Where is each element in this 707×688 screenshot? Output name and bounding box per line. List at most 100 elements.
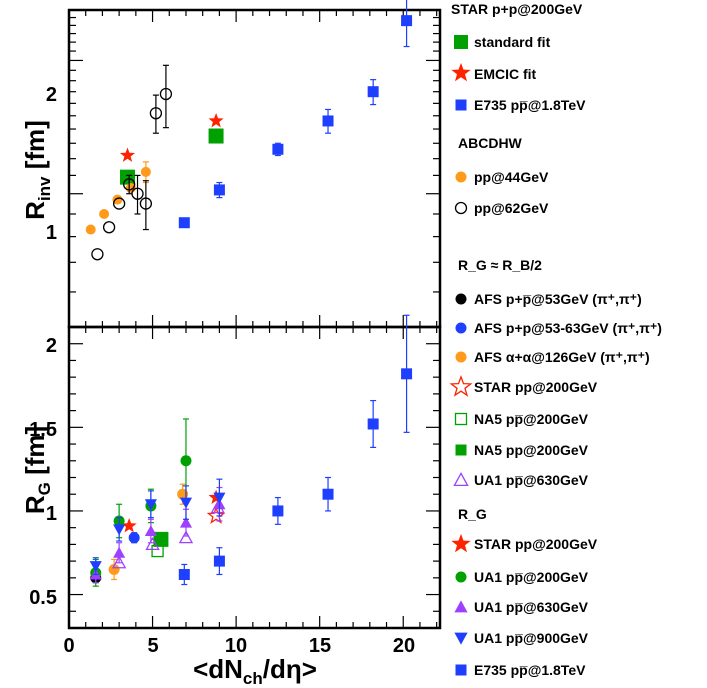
legend-na5-filled: NA5 pp@200GeV <box>474 442 589 458</box>
bottom-ylabel-tail: [fm] <box>20 426 50 482</box>
point-bottom-s10-p3 <box>179 497 193 509</box>
lm-afs5363-shape <box>455 322 467 334</box>
lm-pp44-shape <box>455 171 467 183</box>
legend-ua1-open: UA1 pp̅@630GeV <box>474 472 589 488</box>
point-bottom-s5-p0 <box>153 531 169 547</box>
legend-marker-na5-filled <box>455 444 467 456</box>
top-ylabel-sub: inv <box>35 176 54 201</box>
lm-standard-shape <box>454 35 468 49</box>
top-ylabel-tail: [fm] <box>20 120 50 176</box>
top-ytick-label-2: 2 <box>46 84 57 106</box>
point-bottom-s1-p0 <box>128 532 140 544</box>
point-bottom-s10-p0 <box>89 561 102 573</box>
point-top-s4-p3 <box>123 178 136 191</box>
point-top-s4-p5 <box>139 197 153 210</box>
bottom-ytick-label-0-5: 0.5 <box>29 587 57 609</box>
point-top-s2-p2 <box>272 143 284 155</box>
point-bottom-s10-p4 <box>213 492 226 504</box>
bottom-ylabel-main: R <box>20 495 50 514</box>
bottom-ytick-label-2: 2 <box>46 335 57 357</box>
bottom-panel-frame <box>67 325 442 630</box>
legend-pp44: pp@44GeV <box>474 169 549 185</box>
lm-ua1-open-shape <box>453 472 469 487</box>
top-panel-frame <box>67 8 442 329</box>
xlabel-tail: /dη> <box>263 654 317 684</box>
legend-ua1-630: UA1 pp̅@630GeV <box>474 599 589 615</box>
lm-afsalpha-shape <box>455 351 467 363</box>
legend-header-abcdhw: ABCDHW <box>458 135 523 151</box>
top-ytick-label-1: 1 <box>46 222 57 244</box>
top-ylabel-main: R <box>20 201 50 220</box>
lm-ua1-630-shape <box>454 600 468 613</box>
point-top-s4-p6 <box>149 107 163 120</box>
lm-ua1-200-shape <box>455 571 467 583</box>
legend-na5-open: NA5 pp̅@200GeV <box>474 411 589 427</box>
lm-na5-filled-shape <box>455 444 467 456</box>
point-top-s3-p2 <box>112 194 123 205</box>
lm-pp62-shape <box>454 201 468 215</box>
point-top-s3-p1 <box>99 208 110 219</box>
bottom-ylabel-sub: G <box>35 482 54 495</box>
xlabel: <dNch/dη> <box>193 654 317 688</box>
point-top-s4-p1 <box>102 221 116 234</box>
point-bottom-s11-p2 <box>272 505 284 517</box>
lm-afs53-shape <box>455 293 467 305</box>
legend-emcic-fit: EMCIC fit <box>474 66 537 82</box>
bottom-ylabel: RG [fm] <box>20 426 54 514</box>
legend-marker-afs-alpha <box>455 351 467 363</box>
legend-header-rg-rb: R_G ≈ R_B/2 <box>458 257 542 273</box>
legend-ua1-900: UA1 pp̅@900GeV <box>474 630 589 646</box>
legend-pp62: pp@62GeV <box>474 200 549 216</box>
point-bottom-s10-p1 <box>113 524 126 536</box>
lm-emcic-shape <box>451 62 471 82</box>
xtick-label-10: 10 <box>225 635 247 657</box>
point-top-s1-p0 <box>119 147 136 162</box>
point-top-s4-p7 <box>159 87 173 101</box>
legend-standard-fit: standard fit <box>474 34 551 50</box>
point-top-s2-p5 <box>401 15 413 27</box>
point-bottom-s11-p5 <box>401 368 413 380</box>
point-top-s4-p4 <box>131 187 144 200</box>
point-bottom-s6-p1 <box>145 536 160 550</box>
xtick-label-0: 0 <box>63 635 74 657</box>
point-bottom-s11-p1 <box>213 555 225 567</box>
point-bottom-s8-p3 <box>180 455 192 467</box>
point-top-s3-p0 <box>85 224 96 235</box>
legend-marker-e735-top <box>455 99 467 111</box>
lm-na5-open-shape <box>454 412 468 426</box>
top-ylabel: Rinv [fm] <box>20 120 54 220</box>
lm-e735-top-shape <box>455 99 467 111</box>
xtick-label-15: 15 <box>309 635 331 657</box>
legend-afs53: AFS p+p̅@53GeV (π⁺,π⁺) <box>474 291 642 307</box>
point-top-s2-p1 <box>213 184 225 196</box>
point-bottom-s3-p0 <box>206 506 226 524</box>
point-bottom-s6-p0 <box>111 555 127 569</box>
xtick-labels: 0 5 10 15 20 <box>63 635 415 657</box>
legend-afs-alpha: AFS α+α@126GeV (π⁺,π⁺) <box>474 349 650 365</box>
legend-marker-ua1-630 <box>454 600 468 613</box>
legend-e735-bottom: E735 pp̅@1.8TeV <box>474 662 586 678</box>
top-ytick-labels: 1 2 <box>46 84 57 244</box>
legend-marker-ua1-open <box>453 472 469 487</box>
xlabel-pre: <dN <box>193 654 243 684</box>
point-bottom-s6-p2 <box>178 530 194 544</box>
legend-e735-top: E735 pp̅@1.8TeV <box>474 97 586 113</box>
xtick-label-20: 20 <box>393 635 415 657</box>
lm-e735-bottom-shape <box>455 664 467 676</box>
legend-marker-e735-bottom <box>455 664 467 676</box>
point-top-s4-p2 <box>112 197 126 210</box>
bottom-panel-data <box>89 314 413 587</box>
legend-header-rg: R_G <box>458 506 487 522</box>
bottom-ytick-labels: 0.5 1 1.5 2 <box>29 335 57 609</box>
legend: STAR p+p@200GeV standard fit EMCIC fit E… <box>449 1 662 678</box>
point-bottom-s11-p0 <box>178 568 190 580</box>
legend-header-star: STAR p+p@200GeV <box>451 1 583 17</box>
top-panel-data <box>85 0 413 261</box>
bottom-panel-ticks <box>68 326 440 629</box>
point-top-s0-p0 <box>119 169 135 185</box>
legend-marker-ua1-200 <box>455 571 467 583</box>
point-bottom-s7-p0 <box>121 518 137 533</box>
top-panel-ticks <box>68 9 440 328</box>
legend-marker-afs53 <box>455 293 467 305</box>
legend-marker-emcic-fit <box>451 62 471 82</box>
